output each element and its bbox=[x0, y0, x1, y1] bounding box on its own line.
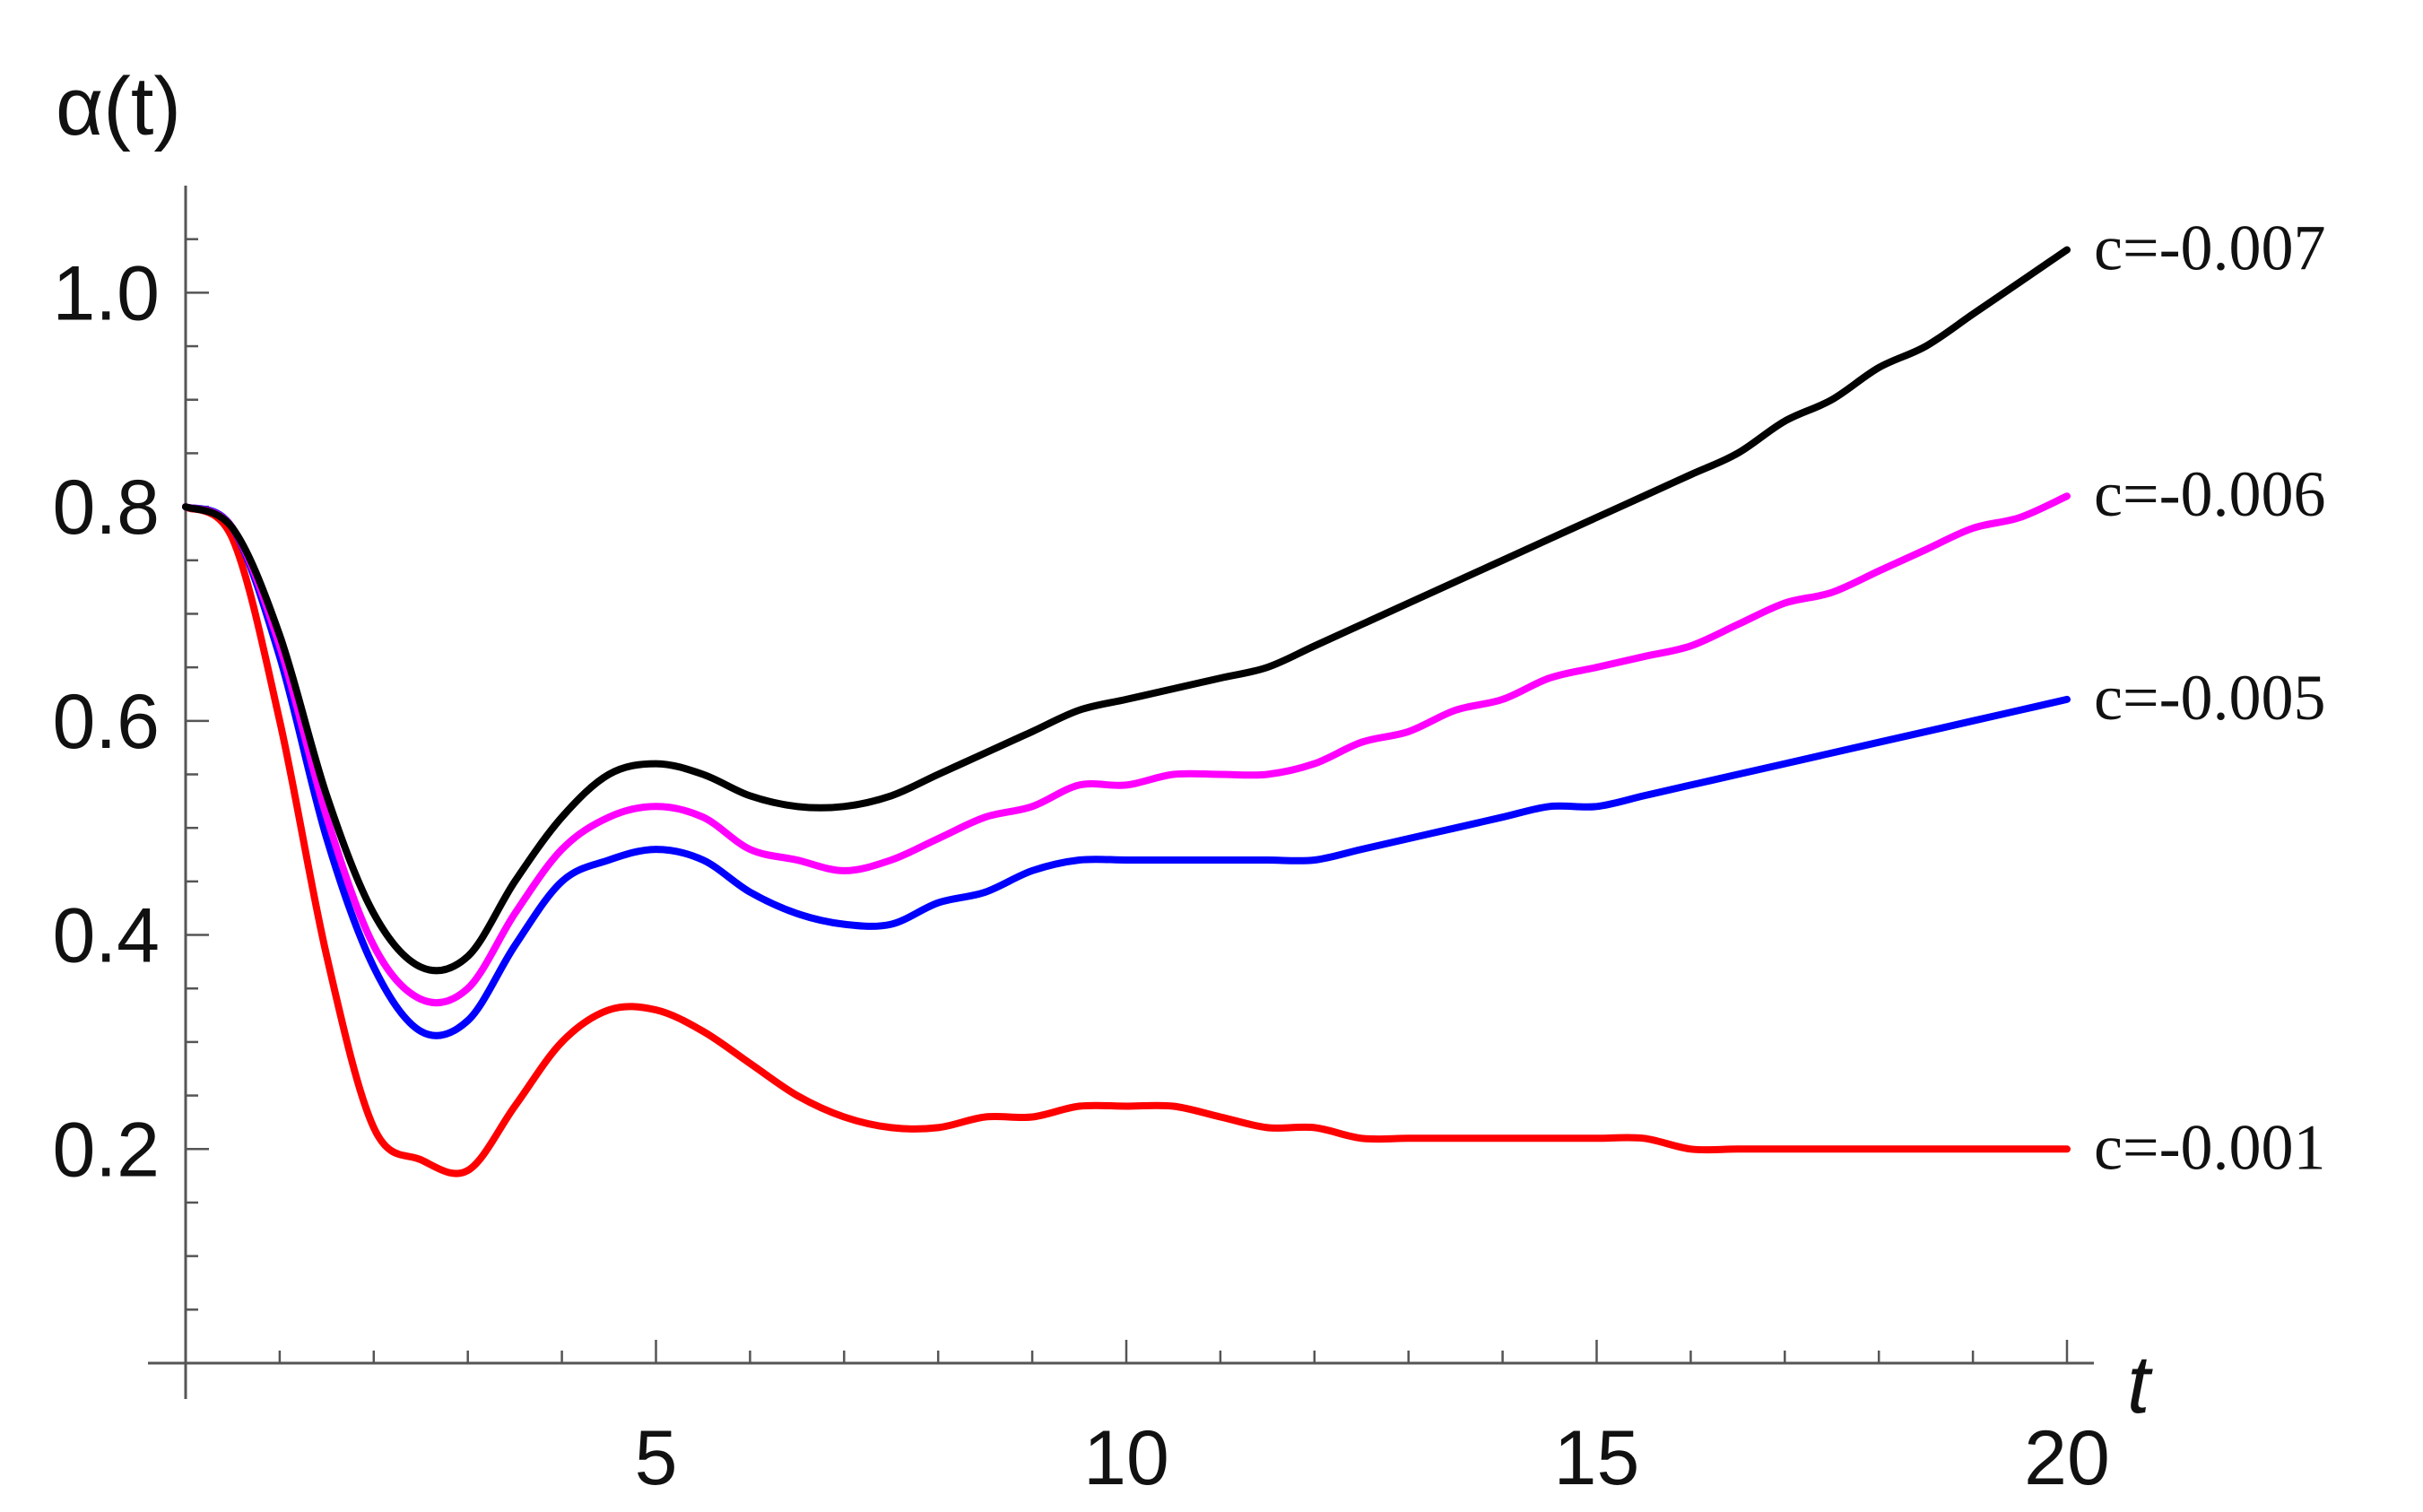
x-tick-label: 10 bbox=[1083, 1415, 1169, 1501]
x-axis-title: t bbox=[2127, 1339, 2153, 1430]
series-label: c=-0.005 bbox=[2094, 662, 2326, 734]
axes bbox=[148, 186, 2094, 1399]
x-tick-label: 5 bbox=[635, 1415, 678, 1501]
series-line-c-0-005 bbox=[182, 503, 2071, 1039]
ticks: 5 10 15 20 0.2 0.4 0.6 0.8 1.0 bbox=[52, 238, 2110, 1501]
series-lines bbox=[182, 246, 2071, 1177]
series-label: c=-0.007 bbox=[2094, 213, 2326, 284]
x-tick-label: 15 bbox=[1554, 1415, 1640, 1501]
y-tick-label: 1.0 bbox=[52, 250, 160, 336]
y-tick-label: 0.2 bbox=[52, 1107, 160, 1193]
series-label: c=-0.006 bbox=[2094, 458, 2326, 530]
series-labels: c=-0.007 c=-0.006 c=-0.005 c=-0.001 bbox=[2094, 213, 2326, 1184]
series-label: c=-0.001 bbox=[2094, 1111, 2326, 1183]
y-axis-title: α(t) bbox=[56, 61, 181, 152]
series-line-c-0-006 bbox=[182, 492, 2071, 1007]
x-tick-label: 20 bbox=[2024, 1415, 2110, 1501]
y-tick-label: 0.8 bbox=[52, 465, 160, 551]
y-tick-label: 0.6 bbox=[52, 679, 160, 765]
y-tick-label: 0.4 bbox=[52, 893, 160, 979]
series-line-c-0-007 bbox=[182, 246, 2071, 975]
series-line-c-0-001 bbox=[182, 503, 2071, 1177]
